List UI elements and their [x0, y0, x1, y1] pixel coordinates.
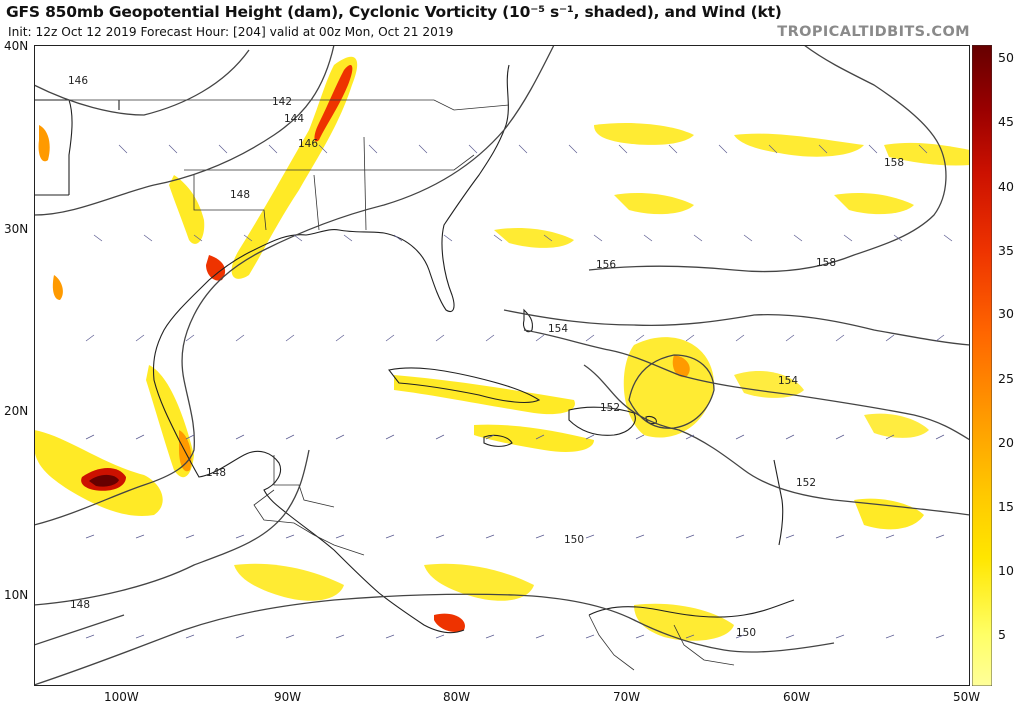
colorbar — [972, 45, 992, 686]
wind-barbs — [85, 144, 953, 639]
colorbar-label: 30 — [998, 306, 1014, 321]
colorbar-label: 40 — [998, 179, 1014, 194]
contour-label: 148 — [230, 189, 250, 201]
colorbar-label: 25 — [998, 371, 1014, 386]
map-title: GFS 850mb Geopotential Height (dam), Cyc… — [6, 3, 782, 21]
colorbar-label: 10 — [998, 563, 1014, 578]
contour-label: 158 — [884, 157, 904, 169]
lon-label-90w: 90W — [274, 690, 302, 704]
lon-label-60w: 60W — [783, 690, 811, 704]
colorbar-label: 35 — [998, 243, 1014, 258]
contour-label: 152 — [600, 402, 620, 414]
colorbar-fill — [972, 45, 992, 686]
contour-label: 142 — [272, 96, 292, 108]
lat-label-40n: 40N — [4, 39, 29, 53]
contour-label: 148 — [70, 599, 90, 611]
vorticity-shading — [34, 56, 970, 641]
lon-label-100w: 100W — [104, 690, 139, 704]
contour-label: 156 — [596, 259, 616, 271]
lon-label-70w: 70W — [613, 690, 641, 704]
colorbar-label: 20 — [998, 435, 1014, 450]
colorbar-label: 15 — [998, 499, 1014, 514]
contour-label: 144 — [284, 113, 304, 125]
contour-label: 146 — [68, 75, 88, 87]
contour-label: 148 — [206, 467, 226, 479]
contour-labels: 146 142 144 146 148 156 158 158 154 154 … — [68, 75, 904, 639]
contour-label: 154 — [548, 323, 568, 335]
contour-label: 150 — [736, 627, 756, 639]
colorbar-label: 5 — [998, 627, 1006, 642]
contour-label: 150 — [564, 534, 584, 546]
contour-label: 152 — [796, 477, 816, 489]
lat-label-10n: 10N — [4, 588, 29, 602]
coastlines — [34, 64, 795, 634]
lat-label-20n: 20N — [4, 404, 29, 418]
lat-label-30n: 30N — [4, 222, 29, 236]
brand-watermark: TROPICALTIDBITS.COM — [777, 24, 970, 40]
lon-label-50w: 50W — [953, 690, 981, 704]
colorbar-label: 50 — [998, 50, 1014, 65]
contour-label: 146 — [298, 138, 318, 150]
colorbar-label: 45 — [998, 114, 1014, 129]
map-subtitle: Init: 12z Oct 12 2019 Forecast Hour: [20… — [8, 25, 454, 39]
weather-map: 146 142 144 146 148 156 158 158 154 154 … — [34, 45, 970, 686]
map-frame — [34, 45, 970, 686]
contour-label: 154 — [778, 375, 798, 387]
political-borders — [69, 99, 735, 671]
height-contours — [34, 45, 970, 686]
lon-label-80w: 80W — [443, 690, 471, 704]
contour-label: 158 — [816, 257, 836, 269]
